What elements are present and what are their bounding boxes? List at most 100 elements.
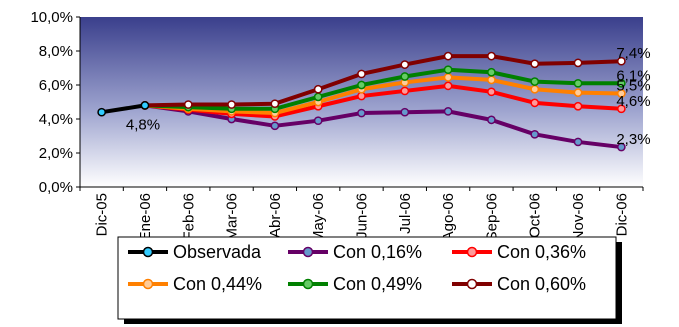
legend-items: Observada Con 0,16% Con 0,36% Con 0,44% Con …: [128, 242, 586, 294]
data-point: [530, 129, 540, 139]
data-point: [530, 98, 540, 108]
data-point: [357, 108, 366, 118]
series-line: [144, 54, 622, 108]
data-point: [616, 104, 626, 114]
series-line: [101, 103, 146, 115]
data-point: [443, 73, 453, 82]
data-point: [183, 100, 193, 109]
series-line: [144, 67, 622, 111]
series-line: [144, 103, 622, 150]
legend-box: [117, 236, 617, 320]
plot-area: [80, 17, 643, 187]
data-point: [616, 78, 626, 88]
legend-item: Con 0,60%: [452, 274, 586, 294]
data-point: [616, 142, 626, 152]
data-point: [400, 72, 410, 81]
data-point: [487, 75, 496, 85]
data-point: [313, 92, 323, 102]
legend-item: Con 0,36%: [452, 242, 586, 262]
y-tick-label: 8,0%: [39, 43, 73, 60]
legend-marker: [302, 246, 314, 258]
legend-label: Con 0,16%: [333, 242, 422, 262]
data-point: [313, 116, 323, 126]
y-tick-label: 10,0%: [30, 9, 73, 26]
x-tick-label: Abr-06: [267, 193, 284, 238]
data-point: [270, 99, 280, 109]
x-tick-label: May-06: [310, 193, 327, 243]
legend-marker: [466, 246, 478, 258]
legend-marker: [302, 278, 314, 290]
legend-label: Observada: [173, 242, 262, 262]
data-point: [616, 56, 626, 66]
x-tick-label: Feb-06: [180, 193, 197, 241]
x-tick-label: Sep-06: [483, 193, 500, 241]
data-point: [270, 121, 280, 131]
y-tick-label: 2,0%: [39, 145, 73, 162]
data-point: [487, 67, 496, 77]
legend-marker: [466, 278, 478, 290]
data-point: [400, 86, 410, 96]
data-point: [400, 107, 410, 117]
data-point: [487, 87, 496, 97]
data-point: [573, 137, 583, 147]
data-point: [313, 84, 323, 94]
legend-item: Con 0,44%: [128, 274, 262, 294]
legend-label: Con 0,60%: [497, 274, 586, 294]
data-point: [530, 84, 540, 94]
data-point: [443, 65, 453, 75]
legend-marker: [142, 246, 154, 258]
data-label: 4,8%: [126, 116, 160, 133]
series-0: [97, 101, 150, 117]
legend-label: Con 0,49%: [333, 274, 422, 294]
legend: Observada Con 0,16% Con 0,36% Con 0,44% Con …: [117, 236, 622, 324]
data-point: [573, 101, 583, 111]
legend-label: Con 0,44%: [173, 274, 262, 294]
data-point: [443, 51, 453, 61]
data-point: [616, 89, 626, 98]
x-tick-label: Jul-06: [397, 193, 414, 234]
legend-marker: [142, 278, 154, 290]
data-point: [443, 81, 453, 91]
x-tick-label: Jun-06: [354, 193, 371, 239]
legend-item: Con 0,16%: [288, 242, 422, 262]
data-point: [530, 59, 540, 69]
y-tick-label: 6,0%: [39, 77, 73, 94]
data-point: [487, 115, 496, 125]
x-tick-label: Ago-06: [440, 193, 457, 241]
data-label: 6,1%: [616, 67, 650, 84]
data-point: [97, 107, 107, 117]
series-line: [144, 83, 622, 119]
y-ticks: 0,0% 2,0% 4,0% 6,0% 8,0% 10,0%: [30, 9, 80, 196]
data-point: [227, 100, 236, 109]
legend-label: Con 0,36%: [497, 242, 586, 262]
data-label: 4,6%: [616, 93, 650, 110]
x-tick-label: Nov-06: [570, 193, 587, 241]
data-point: [487, 51, 496, 61]
x-tick-label: Oct-06: [527, 193, 544, 238]
data-labels: 4,8% 7,4% 6,1%5,5%4,6% 2,3%: [126, 45, 651, 148]
series-5: [140, 51, 626, 110]
series-line: [144, 75, 622, 116]
data-point: [357, 80, 366, 90]
data-point: [573, 88, 583, 98]
data-point: [573, 58, 583, 68]
data-point: [140, 101, 150, 110]
legend-item: Con 0,49%: [288, 274, 422, 294]
data-label: 7,4%: [616, 45, 650, 62]
data-label: 5,5%: [616, 78, 650, 95]
legend-item: Observada: [128, 242, 262, 262]
y-tick-label: 0,0%: [39, 179, 73, 196]
data-point: [573, 78, 583, 88]
series-lines: [97, 51, 626, 152]
x-ticks: Dic-05 Ene-06 Feb-06 Mar-06 Abr-06 May-06 Jun-…: [79, 187, 644, 243]
data-point: [357, 69, 366, 79]
data-point: [530, 77, 540, 86]
y-tick-label: 4,0%: [39, 111, 73, 128]
data-label: 2,3%: [616, 131, 650, 148]
x-tick-label: Mar-06: [224, 193, 241, 241]
data-point: [400, 60, 410, 69]
data-point: [443, 107, 453, 116]
x-tick-label: Dic-05: [94, 193, 111, 236]
x-tick-label: Dic-06: [613, 193, 630, 236]
